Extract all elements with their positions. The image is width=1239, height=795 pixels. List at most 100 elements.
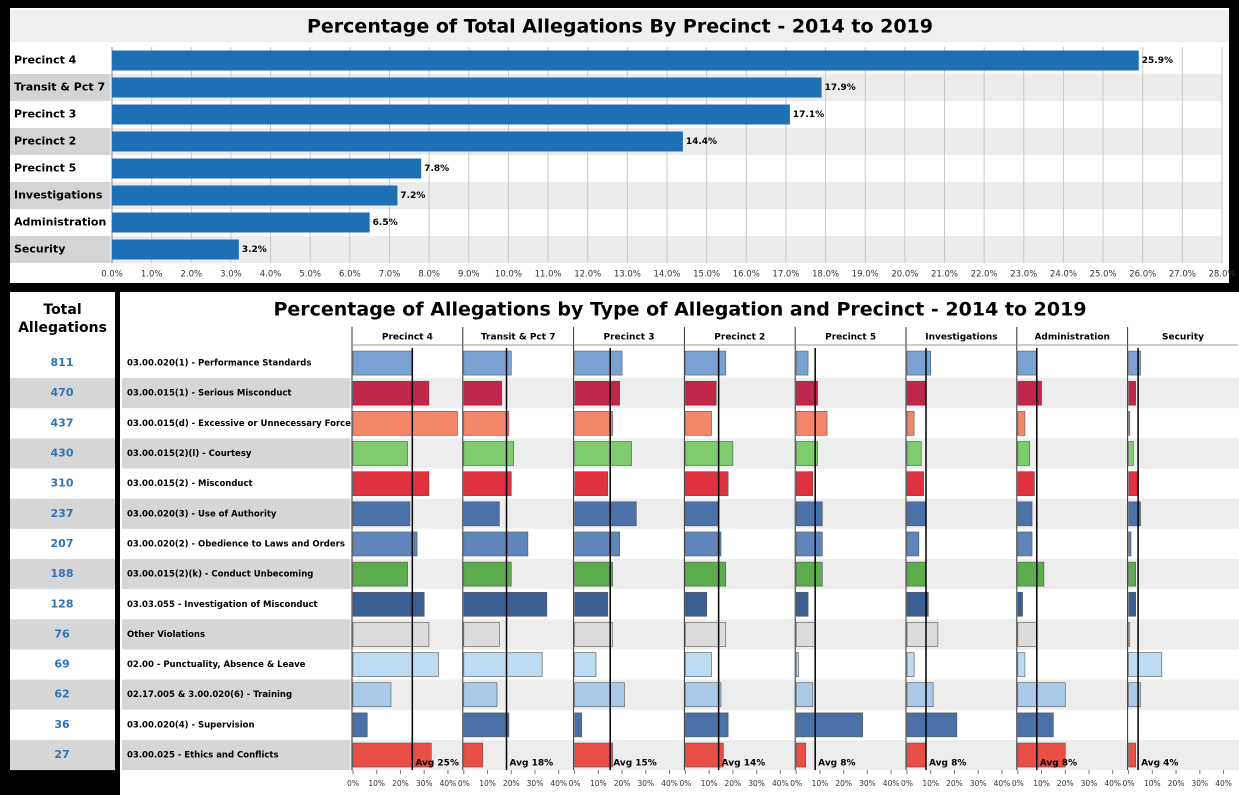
x-tick-label: 10% [590, 779, 607, 788]
bar [685, 682, 722, 708]
x-tick-label: 28.0% [1208, 270, 1235, 280]
value-label: 17.9% [825, 83, 856, 93]
panel-header: Transit & Pct 7 [481, 333, 556, 343]
total-value: 310 [51, 477, 74, 490]
total-cell [10, 589, 115, 620]
x-tick-label: 23.0% [1010, 270, 1037, 280]
panel-header: Precinct 4 [382, 333, 433, 343]
x-tick-label: 19.0% [852, 270, 879, 280]
total-cell [10, 679, 115, 710]
bar [352, 561, 408, 587]
category-label: 02.00 - Punctuality, Absence & Leave [127, 660, 306, 670]
bar [463, 411, 510, 436]
label-cell [122, 589, 350, 620]
total-value: 69 [54, 658, 69, 671]
bar [112, 131, 683, 152]
label-cell [122, 559, 350, 590]
bar [1017, 501, 1033, 527]
bar [463, 652, 543, 677]
bar [352, 531, 418, 557]
category-label: 03.03.055 - Investigation of Misconduct [127, 600, 318, 610]
total-cell [10, 559, 115, 590]
bar [574, 471, 609, 496]
bar [1017, 471, 1035, 496]
bar [352, 471, 430, 496]
bar [1128, 350, 1141, 376]
x-tick-label: 40% [883, 779, 900, 788]
bar [1128, 561, 1137, 587]
category-label: 03.00.020(1) - Performance Standards [127, 359, 311, 369]
x-tick-label: 17.0% [772, 270, 799, 280]
x-tick-label: 30% [416, 779, 433, 788]
label-cell [10, 47, 110, 74]
category-label: 03.00.020(2) - Obedience to Laws and Ord… [127, 539, 345, 549]
bar [795, 622, 816, 647]
bar [906, 471, 924, 496]
total-cell [10, 649, 115, 680]
x-tick-label: 2.0% [180, 270, 202, 280]
x-tick-label: 10% [368, 779, 385, 788]
x-tick-label: 10% [1144, 779, 1161, 788]
x-tick-label: 40% [661, 779, 678, 788]
bar [112, 239, 239, 260]
x-tick-label: 10% [812, 779, 829, 788]
bar [112, 158, 422, 179]
value-label: 7.8% [424, 164, 449, 174]
x-tick-label: 30% [1191, 779, 1208, 788]
bar [1128, 652, 1163, 677]
total-cell [10, 709, 115, 740]
bar [795, 411, 828, 436]
bar [795, 471, 814, 496]
x-tick-label: 25.0% [1090, 270, 1117, 280]
x-tick-label: 30% [1081, 779, 1098, 788]
bar [1128, 411, 1131, 436]
label-cell [10, 182, 110, 209]
bar [1128, 622, 1131, 647]
bar [352, 441, 408, 466]
bar [1017, 622, 1038, 647]
bar [352, 742, 432, 768]
total-cell [10, 468, 115, 499]
bar [1017, 380, 1042, 406]
avg-label: Avg 14% [722, 759, 766, 769]
x-tick-label: 10.0% [495, 270, 522, 280]
bar [795, 380, 818, 406]
x-tick-label: 20% [503, 779, 520, 788]
x-tick-label: 0% [901, 779, 913, 788]
total-cell [10, 438, 115, 469]
total-value: 27 [54, 748, 69, 761]
label-cell [122, 619, 350, 650]
bar [463, 501, 500, 527]
panel-header: Administration [1034, 333, 1110, 343]
x-tick-label: 0% [790, 779, 802, 788]
bar [685, 501, 719, 527]
x-tick-label: 12.0% [574, 270, 601, 280]
category-label: 03.00.015(2) - Misconduct [127, 479, 253, 489]
bar [685, 380, 717, 406]
panel-header: Precinct 2 [714, 333, 765, 343]
avg-label: Avg 15% [613, 759, 657, 769]
category-label: 03.00.015(1) - Serious Misconduct [127, 389, 292, 399]
bar [1128, 531, 1132, 557]
bar [906, 380, 927, 406]
bar [1017, 411, 1026, 436]
x-tick-label: 30% [970, 779, 987, 788]
x-tick-label: 0.0% [101, 270, 123, 280]
category-label: 03.00.025 - Ethics and Conflicts [127, 751, 279, 761]
x-tick-label: 30% [527, 779, 544, 788]
label-cell [10, 74, 110, 101]
bar [795, 441, 818, 466]
x-tick-label: 10% [479, 779, 496, 788]
bar [795, 591, 809, 617]
bar [574, 531, 620, 557]
bar [906, 742, 927, 768]
x-tick-label: 20.0% [891, 270, 918, 280]
x-tick-label: 13.0% [614, 270, 641, 280]
x-tick-label: 26.0% [1129, 270, 1156, 280]
bar [463, 561, 512, 587]
total-cell [10, 528, 115, 560]
x-tick-label: 0% [569, 779, 581, 788]
category-label: 03.00.015(2)(l) - Courtesy [127, 449, 252, 459]
bar [1017, 742, 1066, 768]
